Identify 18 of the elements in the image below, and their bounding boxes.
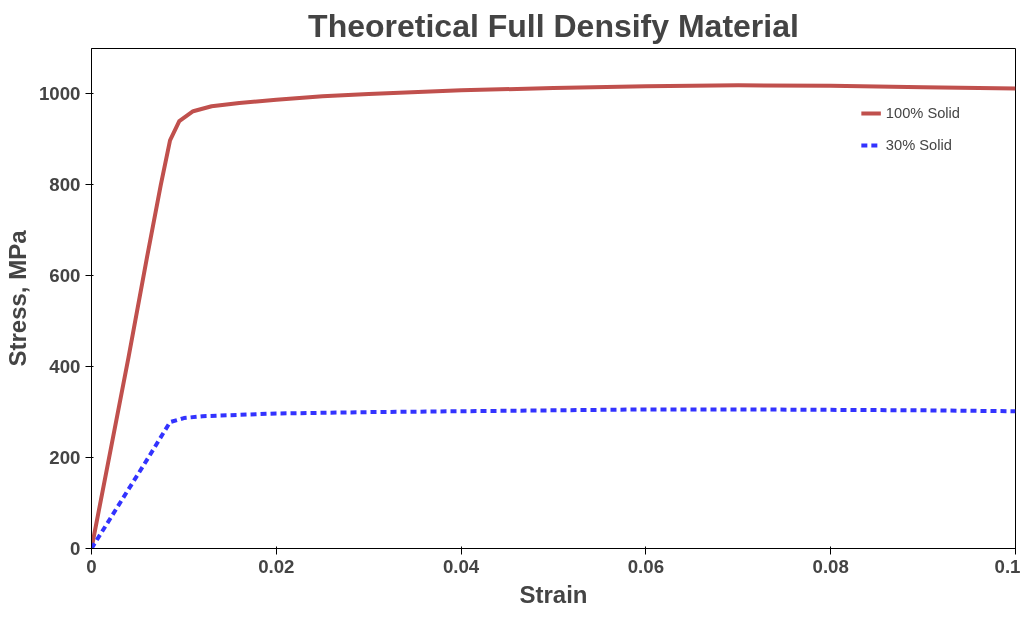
y-tick-label: 1000 — [39, 83, 81, 105]
y-tick-label: 200 — [49, 447, 81, 469]
legend-label: 30% Solid — [885, 137, 952, 153]
x-tick-label: 0.02 — [258, 555, 295, 577]
legend-label: 100% Solid — [885, 105, 960, 121]
chart-title: Theoretical Full Densify Material — [308, 7, 799, 44]
x-tick-label: 0.1 — [994, 555, 1021, 577]
line-series — [91, 407, 1016, 549]
y-tick-label: 400 — [49, 356, 81, 378]
y-tick-label: 600 — [49, 265, 81, 287]
y-tick-label: 0 — [70, 538, 81, 559]
x-tick-label: 0.08 — [812, 555, 849, 577]
y-tick-label: 800 — [49, 174, 81, 196]
x-axis-title: Strain — [519, 580, 588, 608]
x-tick-label: 0.06 — [627, 555, 665, 577]
y-axis-title: Stress, MPa — [4, 229, 31, 367]
x-tick-label: 0 — [86, 555, 97, 577]
x-tick-label: 0.04 — [442, 555, 480, 577]
